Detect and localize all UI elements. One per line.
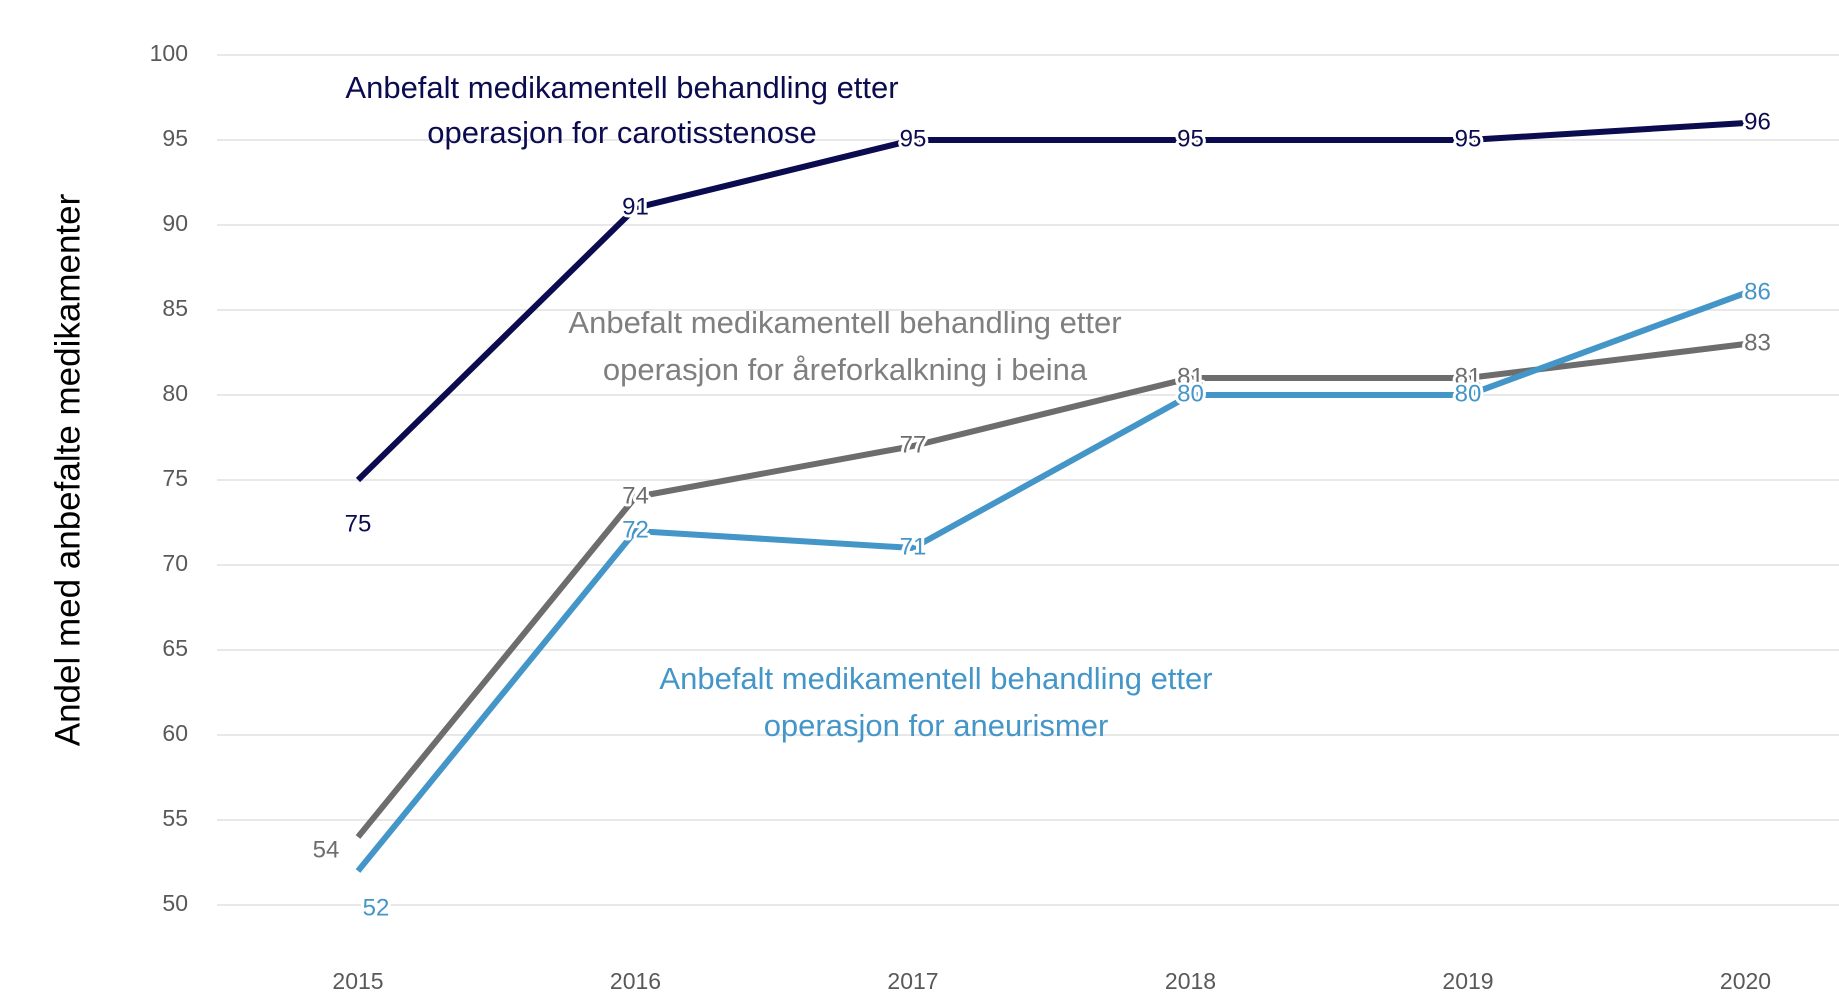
- annotation: Anbefalt medikamentell behandling etter: [568, 305, 1121, 340]
- y-tick-label: 100: [150, 40, 188, 66]
- x-tick-label: 2016: [610, 968, 661, 993]
- annotation: operasjon for aneurismer: [764, 708, 1109, 743]
- y-tick-label: 50: [162, 890, 188, 916]
- data-label: 83: [1744, 329, 1771, 356]
- x-tick-label: 2015: [332, 968, 383, 993]
- data-label: 77: [900, 431, 927, 458]
- data-label: 95: [1177, 125, 1204, 152]
- data-label: 80: [1177, 380, 1204, 407]
- data-label: 74: [622, 482, 649, 509]
- data-label: 95: [1455, 125, 1482, 152]
- data-label: 75: [345, 510, 372, 537]
- y-tick-label: 95: [162, 125, 188, 151]
- annotation: Anbefalt medikamentell behandling etter: [659, 661, 1212, 696]
- series-line: [355, 120, 1746, 483]
- data-label: 96: [1744, 108, 1771, 135]
- y-tick-label: 75: [162, 465, 188, 491]
- y-tick-label: 85: [162, 295, 188, 321]
- series-line: [355, 341, 1746, 839]
- y-tick-label: 70: [162, 550, 188, 576]
- data-label: 86: [1744, 278, 1771, 305]
- data-label: 81: [1177, 363, 1204, 390]
- y-tick-label: 80: [162, 380, 188, 406]
- data-label: 95: [900, 125, 927, 152]
- data-label: 80: [1455, 380, 1482, 407]
- x-tick-label: 2020: [1720, 968, 1771, 993]
- data-label: 54: [313, 836, 340, 863]
- data-label: 52: [363, 894, 390, 921]
- data-label: 71: [900, 533, 927, 560]
- series-line: [355, 290, 1747, 873]
- data-label: 91: [622, 193, 649, 220]
- data-label: 81: [1455, 363, 1482, 390]
- y-tick-label: 90: [162, 210, 188, 236]
- x-tick-label: 2018: [1165, 968, 1216, 993]
- annotation: operasjon for carotisstenose: [427, 115, 816, 150]
- y-tick-label: 55: [162, 805, 188, 831]
- y-tick-label: 60: [162, 720, 188, 746]
- y-tick-label: 65: [162, 635, 188, 661]
- annotation: operasjon for åreforkalkning i beina: [603, 352, 1088, 387]
- annotation: Anbefalt medikamentell behandling etter: [345, 70, 898, 105]
- y-axis-title: Andel med anbefalte medikamenter: [48, 193, 87, 746]
- data-label: 72: [622, 516, 649, 543]
- x-tick-label: 2019: [1442, 968, 1493, 993]
- x-tick-label: 2017: [887, 968, 938, 993]
